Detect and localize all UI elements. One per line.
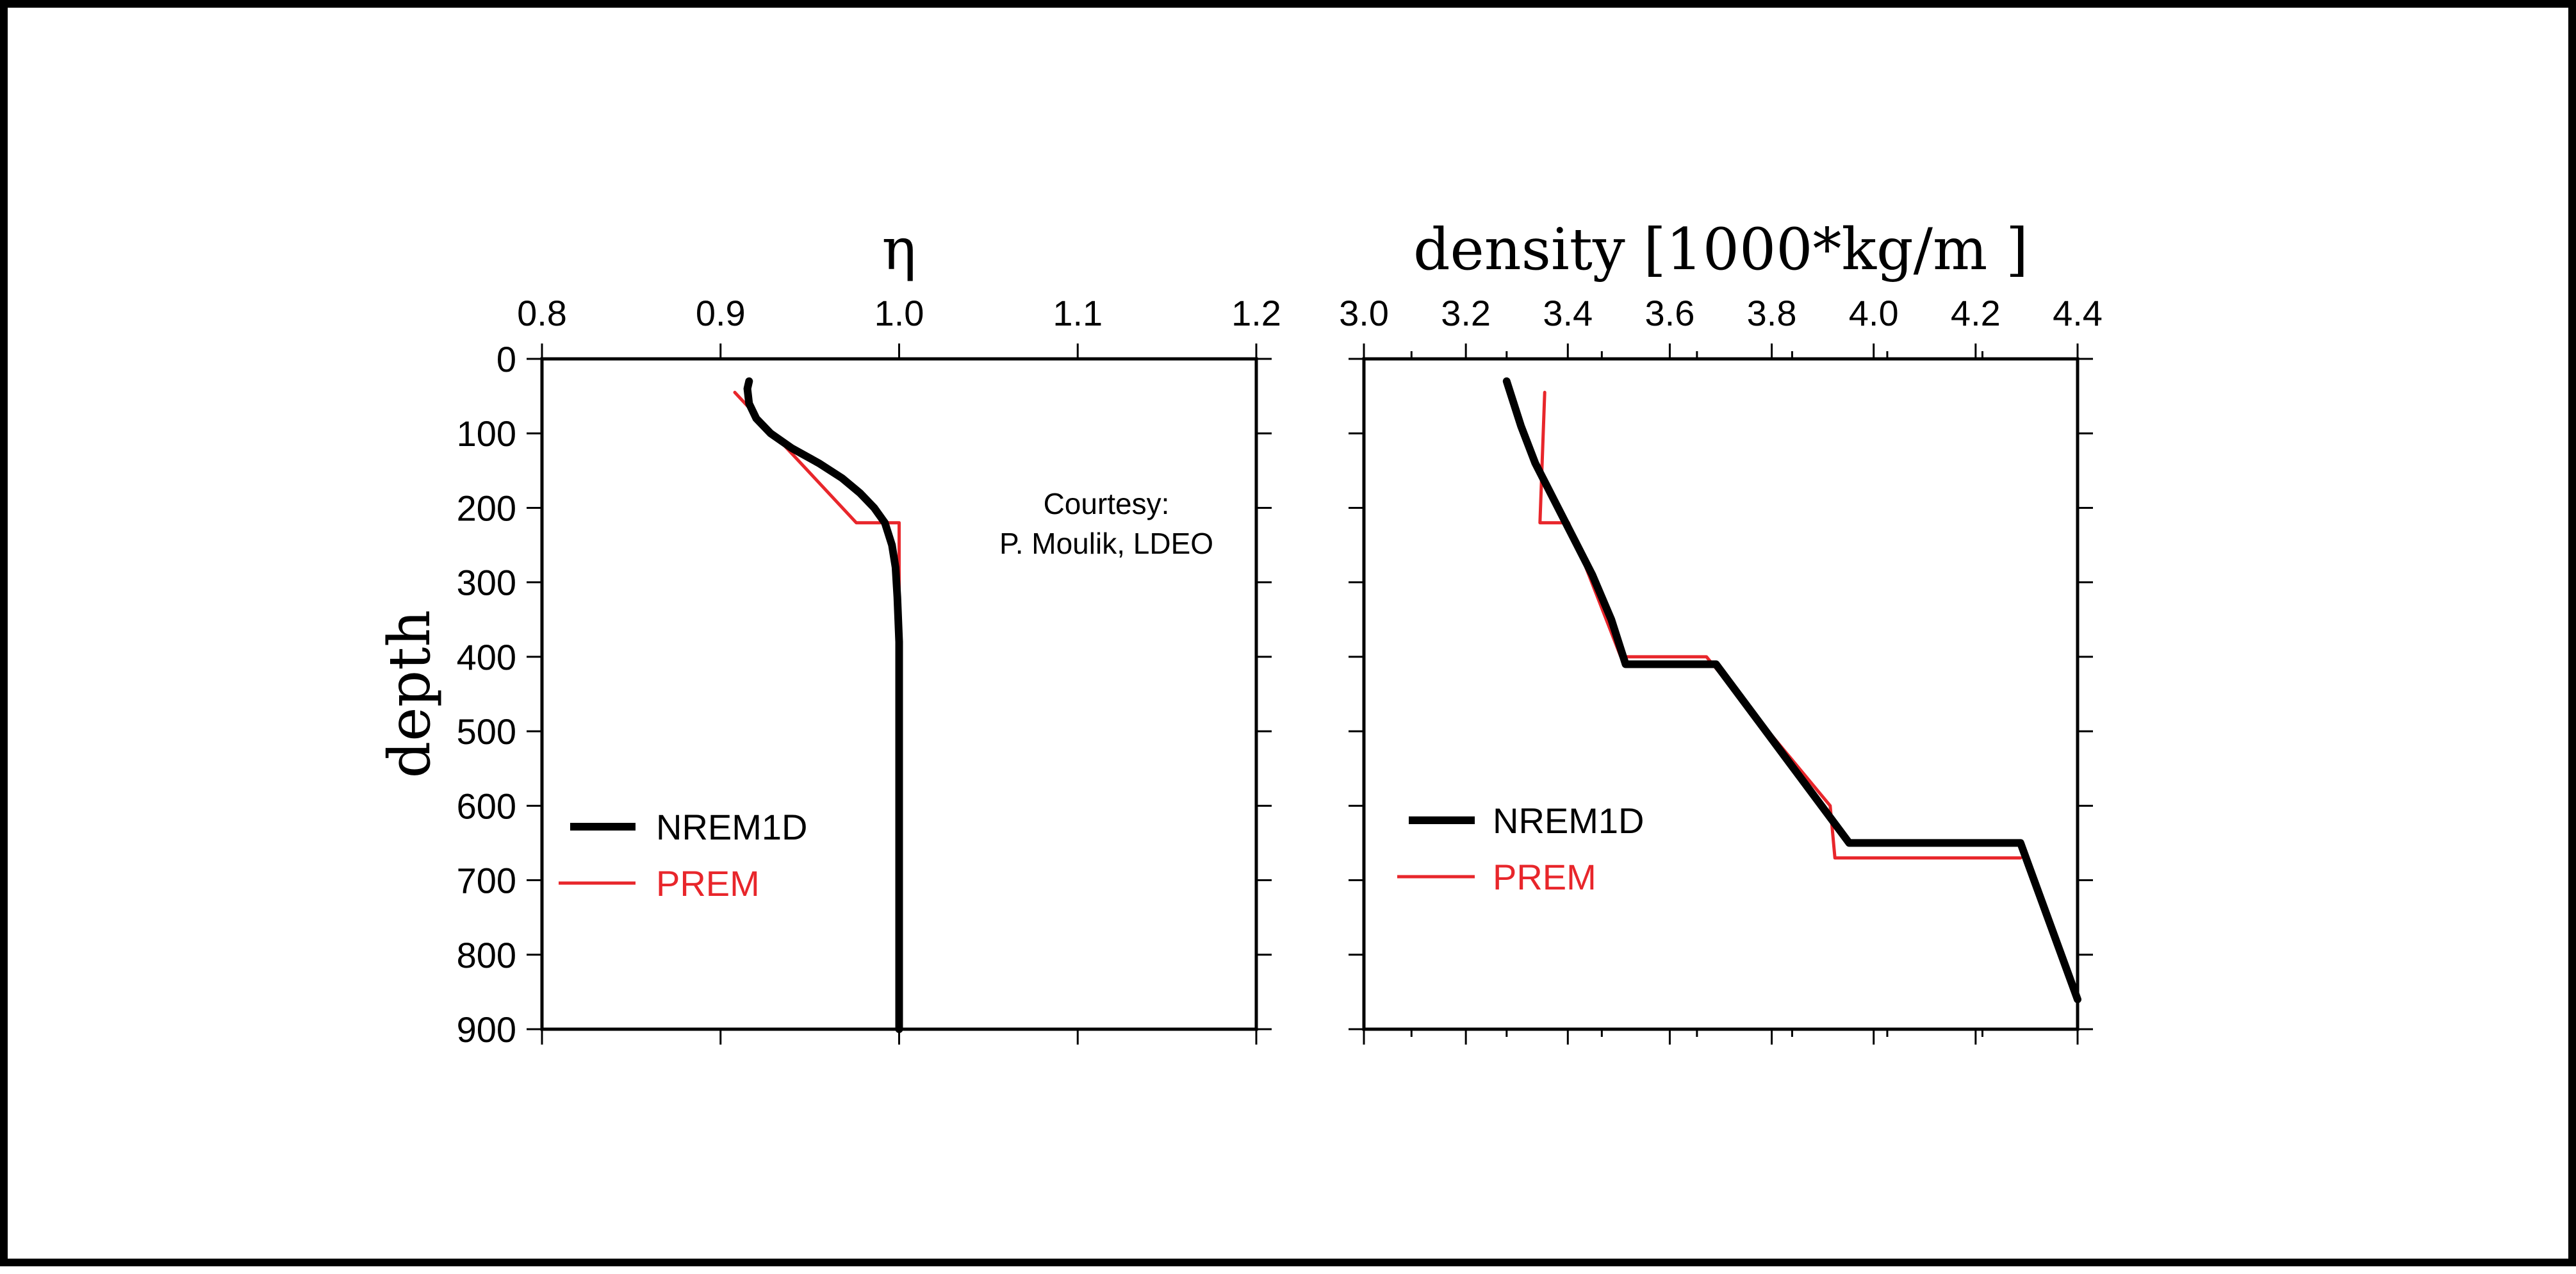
y-tick-label: 900 [457,1009,516,1050]
panel-left-x-tick-label: 1.0 [874,293,924,333]
panel-left-x-tick-label: 1.2 [1231,293,1281,333]
panel-right-axis-title: density [1000*kg/m ] [1413,216,2028,283]
panel-right-legend-label-nrem1d: NREM1D [1493,800,1644,841]
panel-right-x-tick-label: 3.0 [1339,293,1389,333]
y-tick-label: 700 [457,861,516,901]
y-tick-label: 800 [457,935,516,975]
panel-right-series-prem [1538,390,2022,860]
y-tick-label: 100 [457,413,516,454]
panel-left-series-prem [733,390,901,1031]
panel-right-series-nrem1d [1502,377,2081,1004]
panel-right-plot-frame [1362,357,2080,1031]
panel-left-axis-title: η [882,216,917,283]
panel-right-x-tick-label: 3.8 [1747,293,1797,333]
courtesy-annotation-line: P. Moulik, LDEO [999,527,1213,560]
y-tick-label: 200 [457,488,516,528]
y-tick-label: 500 [457,711,516,752]
y-tick-label: 400 [457,637,516,677]
panel-right-x-tick-label: 3.4 [1543,293,1593,333]
panel-left-legend-label-nrem1d: NREM1D [656,807,807,847]
y-axis-label: depth [376,610,443,779]
panel-right-legend-label-prem: PREM [1493,857,1596,897]
y-tick-label: 300 [457,563,516,603]
panel-right-x-tick-label: 3.6 [1645,293,1694,333]
panel-left-series-nrem1d [743,377,903,1033]
panel-right-x-tick-label: 4.0 [1849,293,1899,333]
courtesy-annotation-line: Courtesy: [1044,487,1170,520]
y-tick-label: 600 [457,786,516,826]
y-tick-label: 0 [496,339,516,379]
panel-left-x-tick-label: 0.9 [696,293,746,333]
panel-right-x-tick-label: 4.4 [2053,293,2103,333]
chart-canvas: 0.8 0.9 1.0 1.1 1.2 0 100 200 300 400 500 600 700 800… [376,216,2103,1050]
panel-right-x-tick-label: 3.2 [1441,293,1491,333]
panel-left-x-tick-label: 0.8 [517,293,567,333]
panel-left-x-tick-label: 1.1 [1053,293,1103,333]
panel-left-legend-label-prem: PREM [656,863,760,904]
panel-right-x-tick-label: 4.2 [1951,293,2001,333]
